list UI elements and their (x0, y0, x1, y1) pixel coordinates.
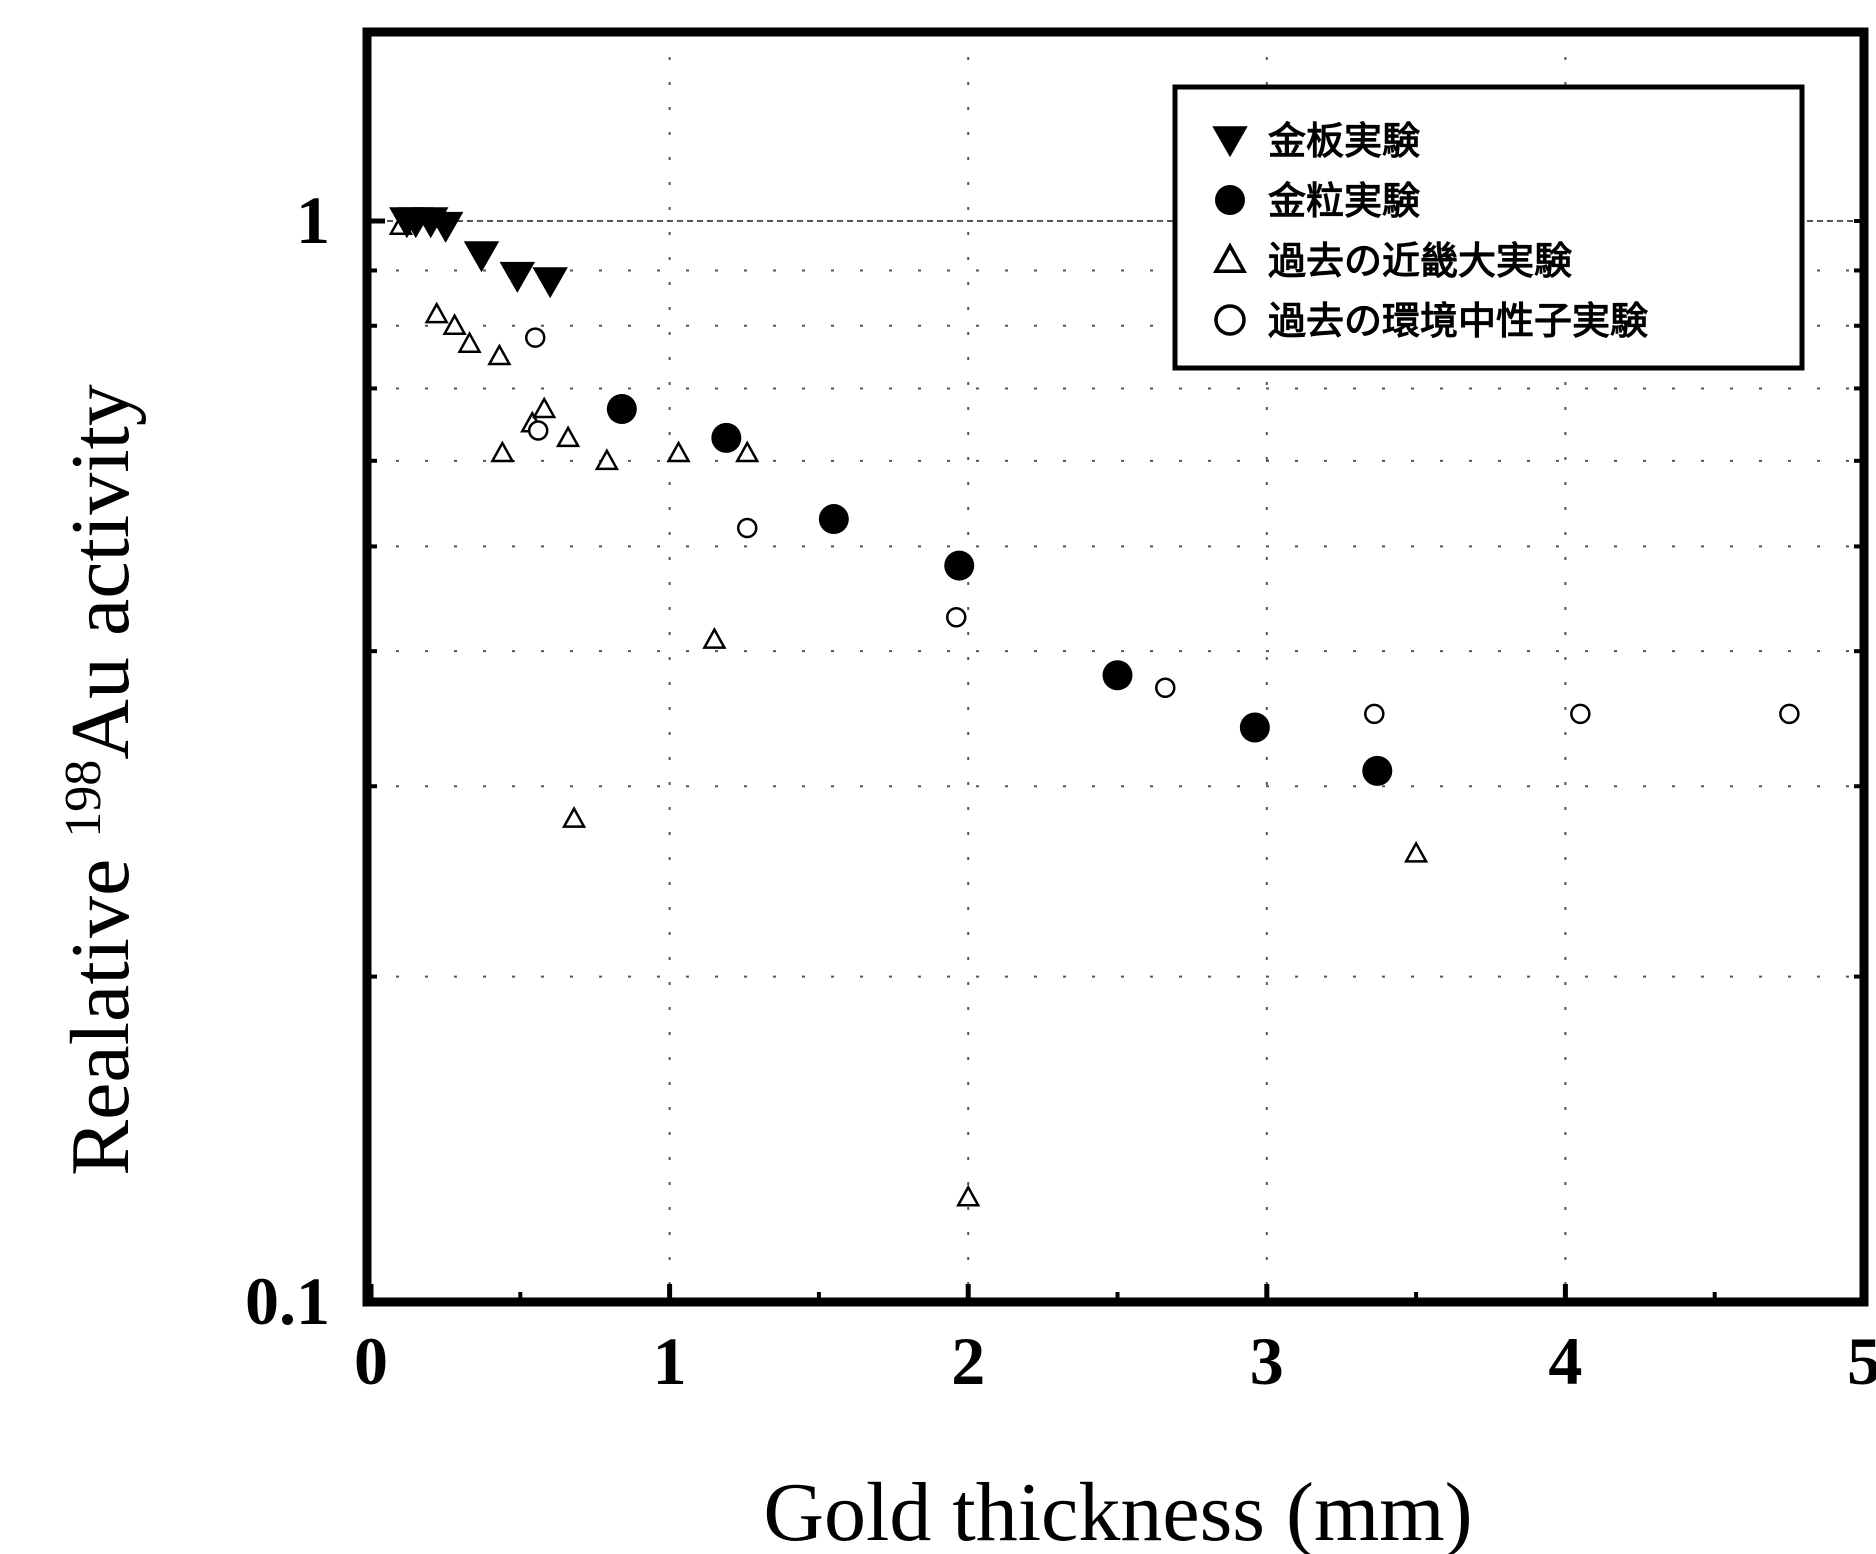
data-point-open-circle (1779, 703, 1800, 725)
x-tick-label: 3 (1250, 1323, 1284, 1399)
data-point-open-triangle (532, 396, 557, 419)
data-point-open-triangle (702, 627, 727, 649)
y-axis-title-prefix: Realative (54, 838, 147, 1176)
data-point-open-triangle (735, 440, 760, 463)
legend-label: 金粒実験 (1267, 179, 1421, 223)
data-point-open-circle (527, 420, 549, 441)
y-axis-title-suffix: Au activity (54, 384, 147, 760)
data-point-filled-circle (711, 422, 742, 453)
x-tick-label: 2 (951, 1323, 985, 1399)
legend-box (1172, 84, 1805, 371)
legend-marker-filled-triangle-down (1212, 126, 1248, 158)
legend-label: 過去の環境中性子実験 (1268, 299, 1649, 343)
x-tick-label: 1 (653, 1323, 687, 1399)
data-point-filled-circle (1362, 755, 1393, 786)
x-tick-label: 0 (354, 1323, 388, 1399)
tick-marks (367, 218, 1867, 1305)
data-point-open-triangle (424, 301, 449, 324)
data-point-open-triangle (490, 440, 515, 463)
data-point-open-triangle (1403, 840, 1429, 863)
data-point-open-circle (1364, 703, 1385, 725)
data-point-filled-circle (944, 550, 975, 581)
data-point-filled-triangle-down (427, 211, 464, 243)
x-tick-labels: 0 1 2 3 4 5 (354, 1323, 1876, 1399)
data-point-filled-triangle-down (532, 267, 568, 299)
data-point-open-circle (946, 606, 967, 628)
data-point-filled-circle (1239, 712, 1270, 743)
data-point-open-triangle (561, 806, 587, 828)
data-point-open-triangle (442, 313, 467, 336)
data-marks (388, 207, 1800, 1207)
y-tick-labels: 10.1 (245, 182, 330, 1339)
legend-marker-open-circle (1214, 304, 1246, 336)
y-axis-title-superscript: 198 (55, 760, 112, 838)
data-point-open-triangle (555, 425, 581, 448)
x-tick-label: 4 (1548, 1323, 1582, 1399)
data-point-filled-circle (606, 394, 637, 425)
data-point-filled-triangle-down (499, 261, 536, 293)
legend-label: 過去の近畿大実験 (1268, 239, 1573, 283)
data-point-open-circle (1155, 677, 1176, 699)
data-point-open-circle (524, 327, 546, 348)
legend-marker-open-triangle (1213, 242, 1247, 273)
y-tick-label: 0.1 (245, 1263, 330, 1339)
data-point-filled-triangle-down (463, 241, 500, 273)
data-point-filled-circle (1102, 660, 1133, 691)
data-point-open-triangle (457, 331, 482, 353)
x-axis-title: Gold thickness (mm) (763, 1466, 1472, 1554)
y-axis-title: Realative 198Au activity (54, 384, 147, 1176)
data-point-open-triangle (666, 440, 691, 463)
legend-marker-filled-circle (1215, 185, 1245, 215)
data-point-open-circle (736, 517, 758, 539)
data-point-open-circle (1570, 703, 1591, 725)
data-point-filled-circle (818, 504, 849, 535)
data-point-open-triangle (594, 448, 620, 471)
x-tick-label: 5 (1847, 1323, 1876, 1399)
data-point-open-triangle (487, 343, 512, 366)
legend-label: 金板実験 (1267, 119, 1421, 163)
data-point-open-triangle (956, 1184, 981, 1207)
y-tick-label: 1 (296, 182, 330, 258)
